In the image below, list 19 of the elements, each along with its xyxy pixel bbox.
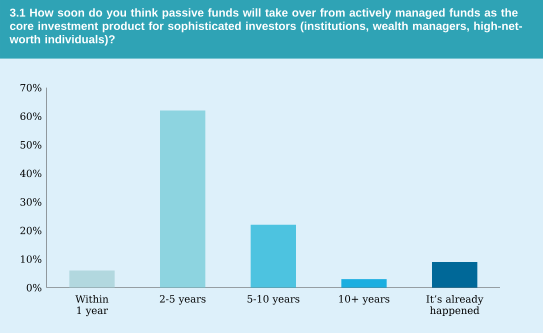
bar <box>69 270 115 288</box>
y-tick-label: 0% <box>26 284 42 292</box>
y-tick-label: 70% <box>20 84 42 92</box>
chart-title: 3.1 How soon do you think passive funds will take over from actively managed funds as the core investment product for sophisticated investors (institutions, wealth managers, high-net-worth individuals)? <box>10 8 522 46</box>
y-tick-label: 10% <box>20 255 42 263</box>
bar <box>341 279 387 288</box>
x-tick-label: It’s already happened <box>426 295 484 316</box>
x-tick-label: 2-5 years <box>160 295 206 305</box>
y-tick-label: 30% <box>20 198 42 206</box>
x-tick-label: 5-10 years <box>248 295 300 305</box>
y-tick-label: 20% <box>20 226 42 234</box>
y-tick-label: 60% <box>20 112 42 120</box>
y-tick-label: 50% <box>20 141 42 149</box>
x-tick-label: Within 1 year <box>75 295 108 316</box>
bar <box>160 110 206 288</box>
bar <box>432 262 478 288</box>
y-tick-label: 40% <box>20 170 42 178</box>
bar <box>250 224 296 288</box>
x-tick-label: 10+ years <box>339 295 390 305</box>
